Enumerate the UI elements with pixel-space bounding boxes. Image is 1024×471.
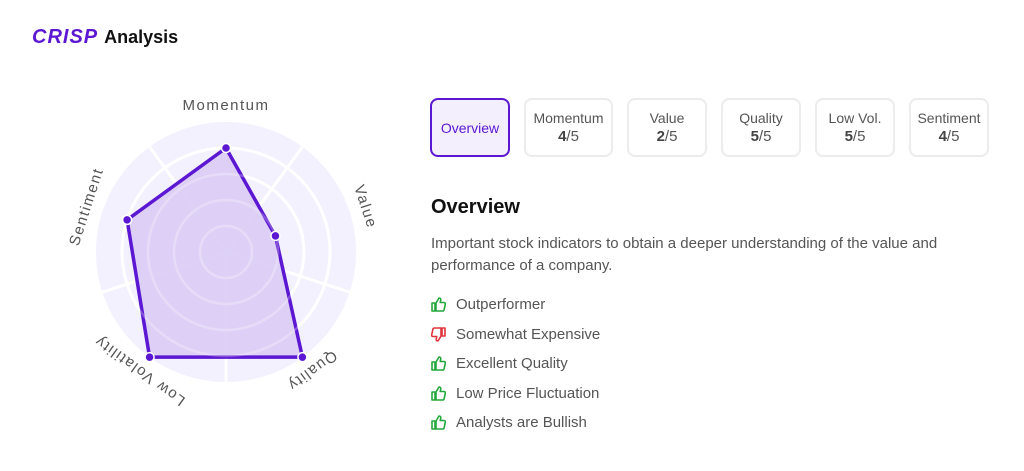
section-description: Important stock indicators to obtain a d…	[431, 235, 938, 274]
tab-overview[interactable]: Overview	[430, 98, 510, 157]
thumbs-up-icon	[431, 356, 446, 372]
tab-score: 5/5	[750, 128, 772, 145]
tab-sentiment[interactable]: Sentiment 4/5	[909, 98, 989, 157]
tab-momentum[interactable]: Momentum 4/5	[524, 98, 613, 157]
tab-score: 5/5	[844, 128, 866, 145]
section-title: Overview	[431, 196, 520, 218]
list-item: Excellent Quality	[431, 349, 600, 379]
brand-logo: CRISP	[32, 26, 99, 48]
radar-point-value	[270, 230, 281, 242]
radar-ring-overlay	[172, 198, 280, 306]
radar-point-momentum	[220, 142, 232, 154]
tab-label: Value	[649, 110, 685, 126]
axis-label: Momentum	[182, 97, 269, 114]
radar-area	[125, 146, 305, 359]
tab-value[interactable]: Value 2/5	[627, 98, 707, 157]
radar-point-quality	[297, 351, 308, 363]
radar-ring-overlay	[146, 172, 306, 332]
app-title: Analysis	[104, 27, 179, 47]
logo: CRISP Analysis	[32, 26, 178, 49]
indicator-text: Excellent Quality	[456, 355, 568, 373]
indicator-text: Somewhat Expensive	[456, 325, 601, 343]
tab-label: Low Vol.	[828, 110, 882, 126]
radar-ring-overlay	[198, 224, 254, 280]
thumbs-down-icon	[431, 326, 446, 342]
tab-bar: Overview Momentum 4/5 Value 2/5 Quality 5/5 Low…	[430, 98, 989, 157]
radar-point-sentiment	[121, 214, 133, 226]
radar-point-low-volatility	[144, 351, 155, 363]
list-item: Analysts are Bullish	[431, 408, 600, 438]
thumbs-up-icon	[431, 297, 446, 313]
tab-label: Overview	[440, 119, 500, 136]
tab-score: 4/5	[938, 128, 960, 145]
indicator-text: Low Price Fluctuation	[456, 384, 600, 402]
indicator-list: Outperformer Somewhat Expensive Excellent …	[431, 290, 600, 438]
tab-score: 4/5	[558, 128, 579, 145]
indicator-text: Analysts are Bullish	[456, 414, 587, 432]
tab-score: 2/5	[656, 128, 678, 145]
list-item: Somewhat Expensive	[431, 320, 600, 350]
indicator-text: Outperformer	[456, 296, 546, 314]
axis-label: Value	[350, 183, 380, 231]
thumbs-up-icon	[431, 385, 446, 401]
tab-label: Sentiment	[917, 110, 981, 126]
tab-label: Quality	[739, 110, 783, 126]
list-item: Outperformer	[431, 290, 600, 320]
tab-label: Momentum	[533, 110, 604, 126]
list-item: Low Price Fluctuation	[431, 379, 600, 409]
thumbs-up-icon	[431, 415, 446, 431]
tab-low-vol[interactable]: Low Vol. 5/5	[815, 98, 895, 157]
tab-quality[interactable]: Quality 5/5	[721, 98, 801, 157]
